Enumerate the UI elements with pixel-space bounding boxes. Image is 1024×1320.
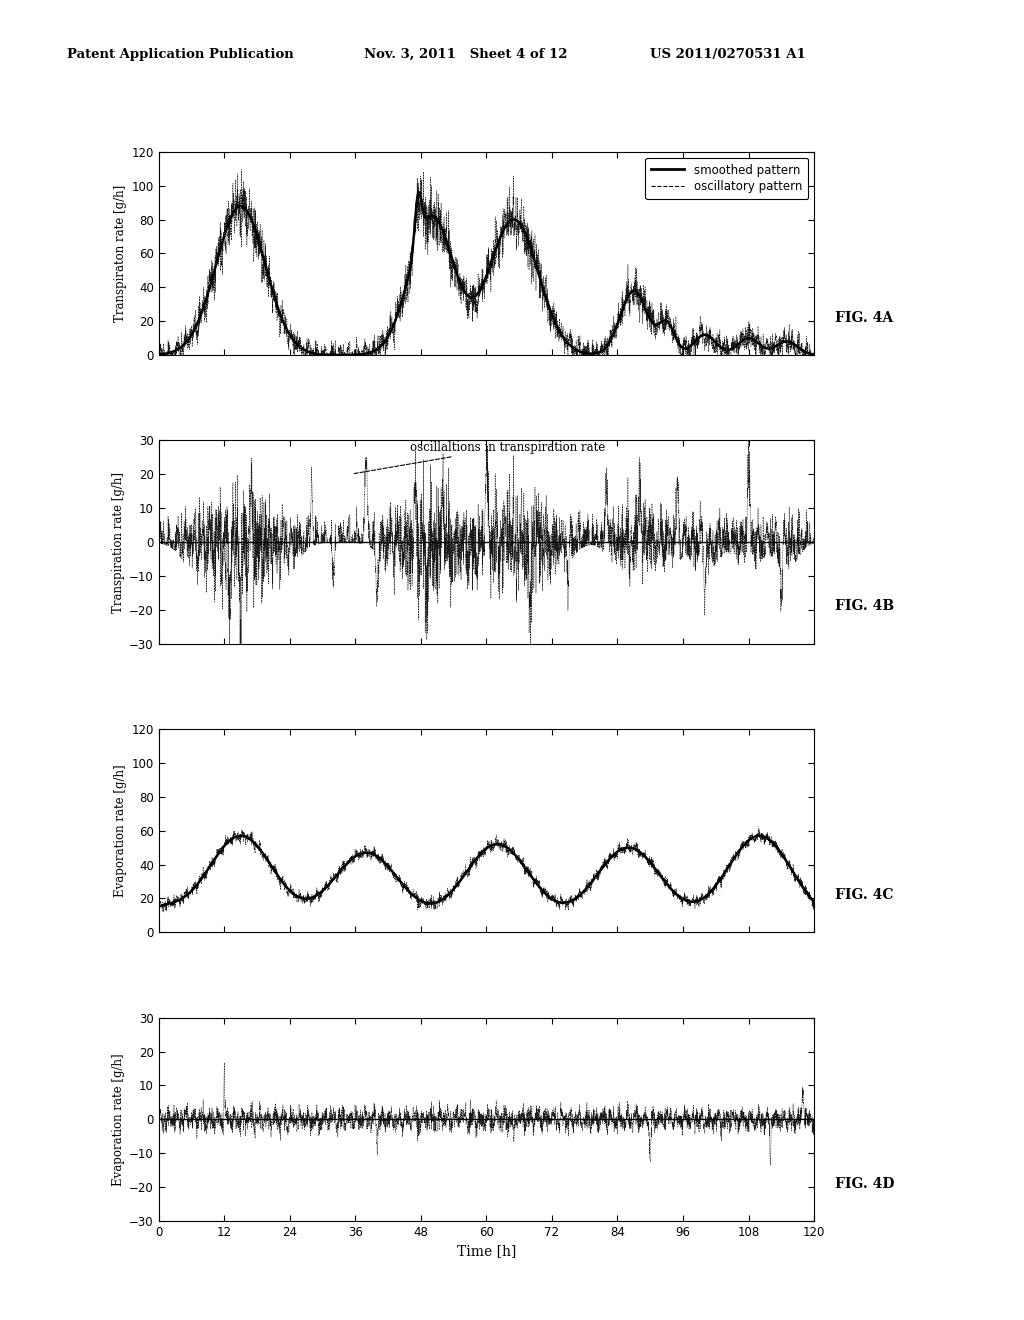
Text: oscillaltions in transpiration rate: oscillaltions in transpiration rate	[352, 441, 605, 474]
Y-axis label: Evaporation rate [g/h]: Evaporation rate [g/h]	[115, 764, 127, 898]
Y-axis label: Transpiration rate [g/h]: Transpiration rate [g/h]	[112, 471, 125, 612]
Text: US 2011/0270531 A1: US 2011/0270531 A1	[650, 48, 806, 61]
Y-axis label: Transpiraton rate [g/h]: Transpiraton rate [g/h]	[115, 185, 127, 322]
Text: Patent Application Publication: Patent Application Publication	[67, 48, 293, 61]
X-axis label: Time [h]: Time [h]	[457, 1245, 516, 1258]
Text: FIG. 4A: FIG. 4A	[835, 310, 893, 325]
Legend: smoothed pattern, oscillatory pattern: smoothed pattern, oscillatory pattern	[645, 157, 808, 199]
Text: Nov. 3, 2011   Sheet 4 of 12: Nov. 3, 2011 Sheet 4 of 12	[364, 48, 567, 61]
Y-axis label: Evaporation rate [g/h]: Evaporation rate [g/h]	[112, 1053, 125, 1185]
Text: FIG. 4B: FIG. 4B	[835, 599, 894, 614]
Text: FIG. 4D: FIG. 4D	[835, 1176, 894, 1191]
Text: FIG. 4C: FIG. 4C	[835, 888, 893, 902]
